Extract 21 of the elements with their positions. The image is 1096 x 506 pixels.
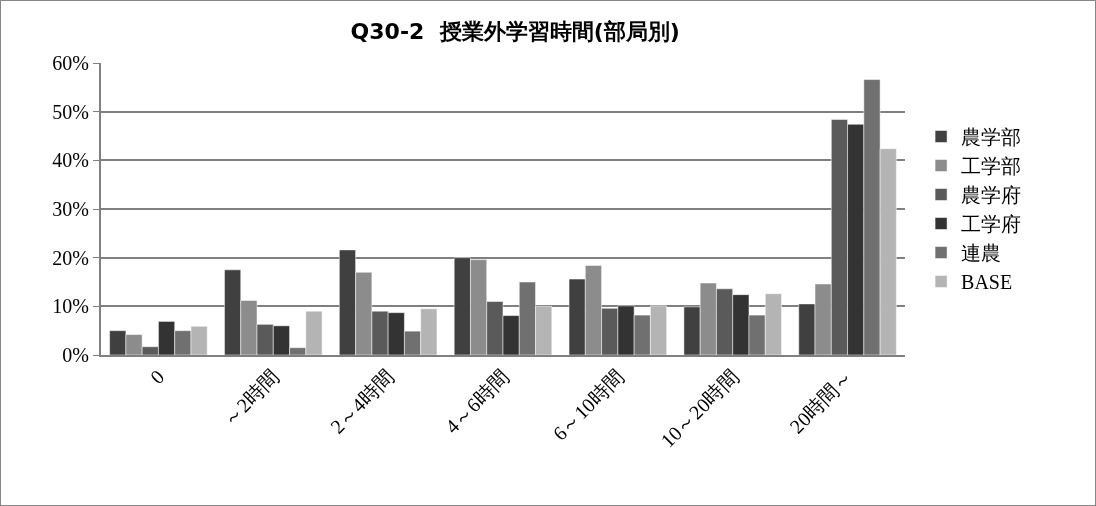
legend-label: 工学府 xyxy=(961,213,1022,236)
x-tick-label: ～2時間 xyxy=(218,365,284,431)
legend-label: 農学府 xyxy=(961,184,1022,207)
chart-title: Q30-2 授業外学習時間(部局別) xyxy=(350,18,680,44)
x-tick-label: 6～10時間 xyxy=(548,365,628,445)
y-tick-label: 10% xyxy=(52,295,89,318)
y-tick-label: 20% xyxy=(52,246,89,269)
y-tick-label: 0% xyxy=(62,344,89,366)
x-tick-label: 20時間～ xyxy=(785,365,858,438)
legend-label: BASE xyxy=(961,271,1013,294)
x-tick-label: 2～4時間 xyxy=(325,365,399,438)
x-tick-label: 4～6時間 xyxy=(440,365,513,438)
legend-label: 農学部 xyxy=(961,126,1022,149)
legend-label: 連農 xyxy=(961,242,1002,265)
x-tick-label: 0 xyxy=(145,365,169,388)
y-tick-label: 30% xyxy=(52,198,89,220)
y-tick-label: 50% xyxy=(52,100,89,123)
y-tick-label: 40% xyxy=(52,149,89,172)
x-tick-label: 10～20時間 xyxy=(656,365,743,452)
legend-label: 工学部 xyxy=(961,155,1022,178)
y-tick-label: 60% xyxy=(52,52,89,74)
